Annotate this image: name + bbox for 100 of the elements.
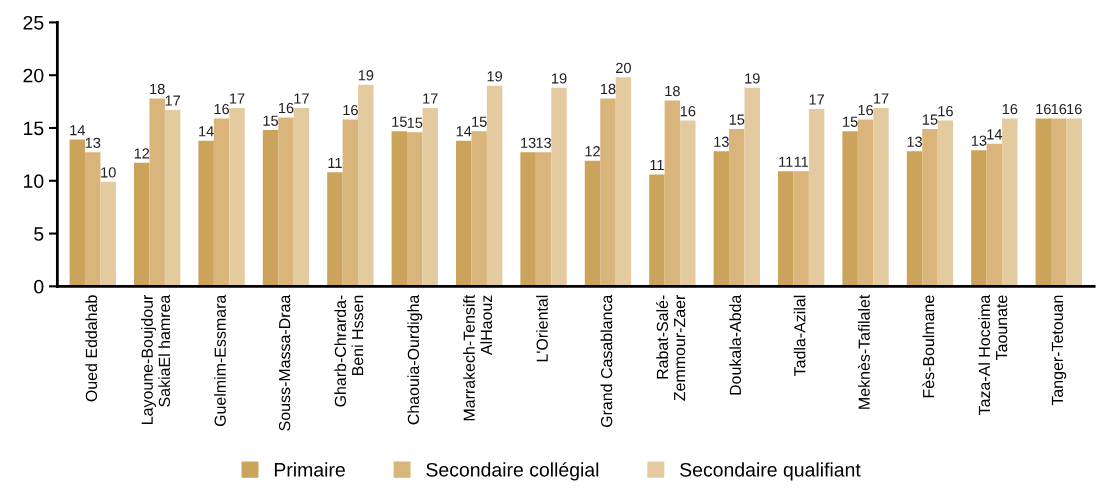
bar bbox=[100, 181, 116, 287]
data-label: 17 bbox=[294, 93, 309, 104]
bar bbox=[937, 120, 954, 287]
x-tick-label: Guelmim-Essmara bbox=[214, 294, 226, 427]
bar bbox=[1066, 118, 1082, 287]
data-label: 11 bbox=[328, 157, 342, 168]
y-tick-label: 5 bbox=[34, 227, 44, 241]
bar bbox=[664, 100, 681, 287]
x-tick-label: Gharb-Chrarda- Beni Hssen bbox=[334, 295, 364, 407]
data-label: 19 bbox=[745, 73, 760, 84]
data-label: 12 bbox=[585, 146, 600, 157]
data-label: 16 bbox=[858, 104, 874, 116]
bar bbox=[486, 85, 503, 287]
y-tick-label: 10 bbox=[24, 174, 44, 189]
data-label: 14 bbox=[456, 126, 472, 137]
data-label: 13 bbox=[536, 137, 552, 148]
bar bbox=[1002, 118, 1018, 287]
bar bbox=[213, 118, 230, 287]
data-label: 11 bbox=[779, 156, 793, 167]
data-label: 17 bbox=[165, 95, 181, 106]
data-label: 17 bbox=[809, 94, 824, 105]
x-tick-label: L'Oriental bbox=[536, 295, 548, 362]
bar bbox=[906, 151, 923, 287]
bar bbox=[198, 140, 214, 287]
data-label: 18 bbox=[150, 83, 165, 95]
bar bbox=[649, 174, 665, 287]
data-label: 17 bbox=[423, 93, 438, 104]
y-tick-label: 0 bbox=[34, 279, 44, 294]
x-tick-label: Doukala-Abda bbox=[729, 294, 742, 395]
data-label: 14 bbox=[70, 125, 85, 136]
bar bbox=[680, 120, 696, 287]
data-label: 16 bbox=[938, 106, 953, 117]
x-tick-label: Rabat-Salé- Zemmour-Zaer bbox=[656, 294, 686, 401]
bar bbox=[262, 130, 279, 287]
bar bbox=[873, 107, 889, 287]
data-label: 14 bbox=[987, 129, 1003, 140]
bar bbox=[164, 110, 181, 287]
data-label: 16 bbox=[680, 106, 696, 117]
x-tick-label: Tanger-Tetouan bbox=[1051, 295, 1067, 406]
data-label: 13 bbox=[907, 136, 922, 147]
data-label: 15 bbox=[922, 114, 938, 125]
y-tick-label: 20 bbox=[23, 68, 44, 83]
data-label: 14 bbox=[199, 126, 214, 137]
data-label: 16 bbox=[1051, 103, 1067, 115]
bar bbox=[729, 129, 745, 287]
data-label: 16 bbox=[214, 103, 230, 115]
bar bbox=[584, 160, 601, 287]
data-label: 13 bbox=[971, 135, 987, 146]
bar bbox=[551, 87, 567, 287]
data-label: 15 bbox=[407, 117, 423, 128]
data-label: 18 bbox=[665, 85, 680, 97]
data-label: 13 bbox=[521, 137, 536, 148]
data-label: 16 bbox=[1067, 103, 1082, 115]
data-label: 19 bbox=[487, 71, 503, 82]
bar bbox=[600, 98, 616, 287]
data-label: 15 bbox=[843, 116, 858, 127]
bar bbox=[149, 98, 165, 287]
bar bbox=[793, 171, 809, 287]
bar bbox=[293, 107, 310, 287]
bar bbox=[986, 143, 1003, 287]
data-label: 17 bbox=[230, 93, 245, 104]
bar bbox=[615, 77, 632, 287]
bar bbox=[229, 107, 245, 287]
data-label: 11 bbox=[794, 156, 809, 167]
x-tick-label: Taza-Al Hoceima Taounate bbox=[978, 294, 1008, 416]
bar bbox=[857, 119, 874, 287]
x-tick-label: Meknès-Tafilalet bbox=[857, 294, 870, 409]
bar bbox=[520, 152, 536, 287]
legend-label: Secondaire collégial bbox=[426, 462, 599, 481]
bar bbox=[327, 172, 343, 287]
x-tick-label: Marrakech-Tensift AlHaouz bbox=[463, 294, 493, 421]
data-label: 16 bbox=[1002, 103, 1018, 115]
bar bbox=[744, 87, 760, 287]
x-tick-label: Grand Casablanca bbox=[600, 294, 613, 428]
bar bbox=[422, 107, 438, 287]
bar bbox=[278, 117, 294, 287]
data-label: 10 bbox=[101, 167, 116, 178]
bar bbox=[777, 171, 794, 287]
bar bbox=[407, 132, 423, 287]
data-label: 19 bbox=[358, 70, 374, 81]
legend-label: Secondaire qualifiant bbox=[680, 462, 861, 481]
y-tick-label: 15 bbox=[24, 121, 44, 136]
bar bbox=[391, 131, 408, 287]
bar bbox=[85, 152, 101, 287]
data-label: 15 bbox=[263, 115, 279, 126]
x-tick-label: Layoune-Boujdour SakiaEl hamrea bbox=[141, 294, 171, 424]
x-tick-label: Fès-Boulmane bbox=[922, 295, 935, 398]
bar bbox=[342, 119, 359, 287]
x-tick-label: Oued Eddahab bbox=[85, 295, 98, 402]
legend-label: Primaire bbox=[274, 462, 345, 477]
data-label: 16 bbox=[1036, 103, 1051, 115]
bar bbox=[808, 108, 825, 287]
data-label: 11 bbox=[650, 159, 664, 171]
data-label: 15 bbox=[472, 116, 487, 127]
bar bbox=[471, 131, 487, 287]
bar bbox=[455, 140, 472, 287]
bar bbox=[69, 139, 86, 287]
data-label: 18 bbox=[600, 83, 616, 95]
bar bbox=[713, 151, 730, 287]
bar bbox=[1035, 118, 1052, 287]
